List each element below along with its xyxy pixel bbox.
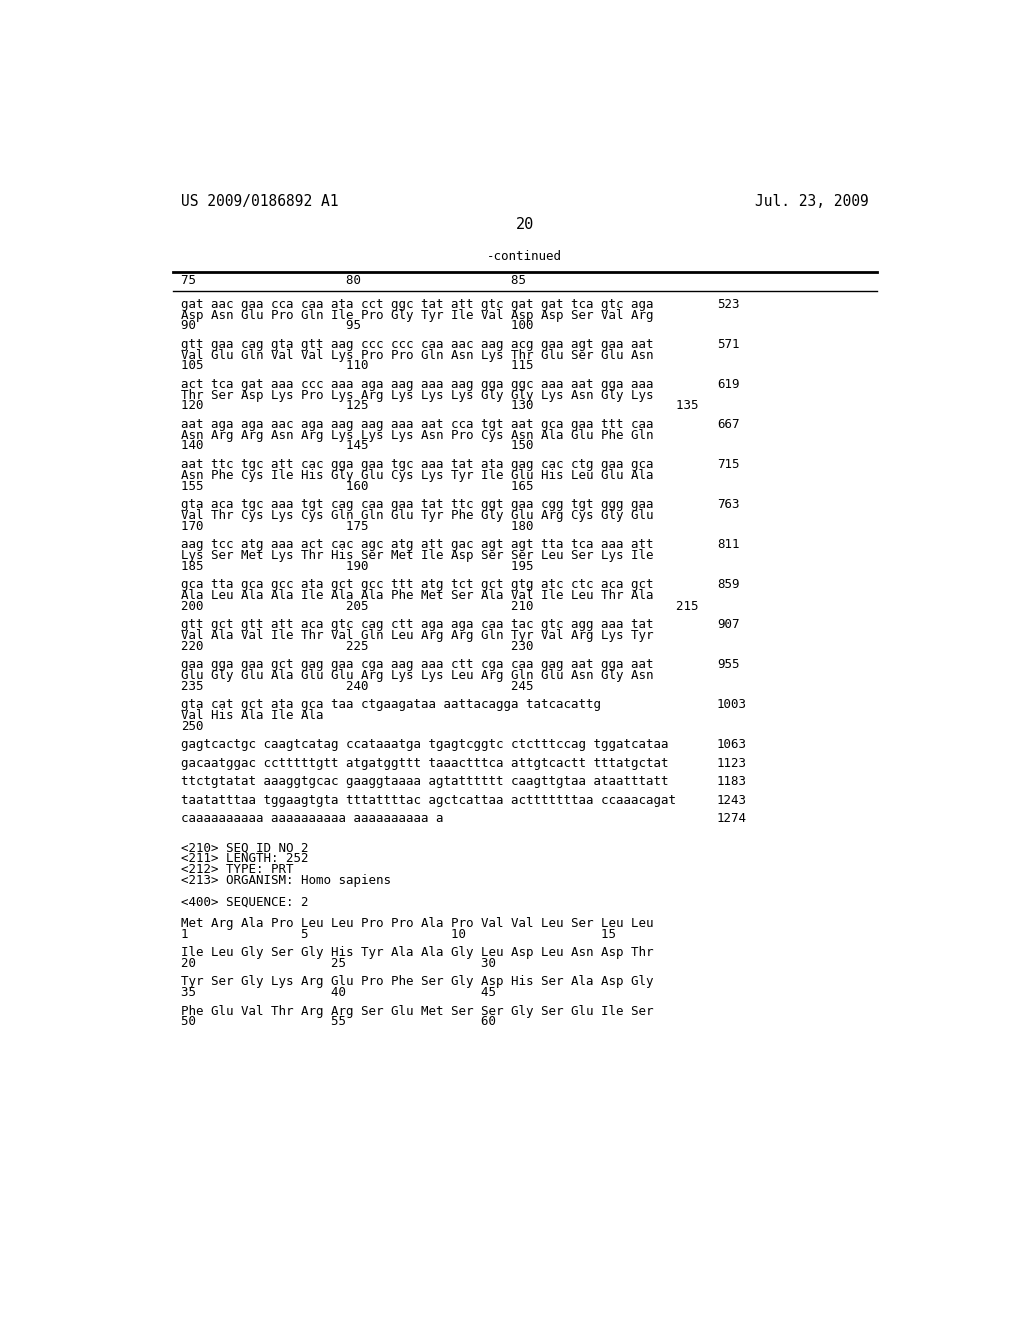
Text: 250: 250 [180, 719, 203, 733]
Text: <400> SEQUENCE: 2: <400> SEQUENCE: 2 [180, 895, 308, 908]
Text: <212> TYPE: PRT: <212> TYPE: PRT [180, 863, 293, 876]
Text: gat aac gaa cca caa ata cct ggc tat att gtc gat gat tca gtc aga: gat aac gaa cca caa ata cct ggc tat att … [180, 298, 653, 310]
Text: caaaaaaaaaa aaaaaaaaaa aaaaaaaaaa a: caaaaaaaaaa aaaaaaaaaa aaaaaaaaaa a [180, 812, 443, 825]
Text: Phe Glu Val Thr Arg Arg Ser Glu Met Ser Ser Gly Ser Glu Ile Ser: Phe Glu Val Thr Arg Arg Ser Glu Met Ser … [180, 1005, 653, 1018]
Text: <211> LENGTH: 252: <211> LENGTH: 252 [180, 853, 308, 865]
Text: -continued: -continued [487, 249, 562, 263]
Text: Jul. 23, 2009: Jul. 23, 2009 [755, 194, 869, 209]
Text: 811: 811 [717, 539, 739, 550]
Text: <210> SEQ ID NO 2: <210> SEQ ID NO 2 [180, 841, 308, 854]
Text: 1274: 1274 [717, 812, 746, 825]
Text: Val His Ala Ile Ala: Val His Ala Ile Ala [180, 709, 324, 722]
Text: Val Ala Val Ile Thr Val Gln Leu Arg Arg Gln Tyr Val Arg Lys Tyr: Val Ala Val Ile Thr Val Gln Leu Arg Arg … [180, 628, 653, 642]
Text: 220                   225                   230: 220 225 230 [180, 640, 534, 652]
Text: taatatttaa tggaagtgta tttattttac agctcattaa actttttttaa ccaaacagat: taatatttaa tggaagtgta tttattttac agctcat… [180, 793, 676, 807]
Text: Ile Leu Gly Ser Gly His Tyr Ala Ala Gly Leu Asp Leu Asn Asp Thr: Ile Leu Gly Ser Gly His Tyr Ala Ala Gly … [180, 946, 653, 960]
Text: 1003: 1003 [717, 698, 746, 711]
Text: 571: 571 [717, 338, 739, 351]
Text: 907: 907 [717, 618, 739, 631]
Text: <213> ORGANISM: Homo sapiens: <213> ORGANISM: Homo sapiens [180, 874, 391, 887]
Text: 20: 20 [516, 218, 534, 232]
Text: Met Arg Ala Pro Leu Leu Pro Pro Ala Pro Val Val Leu Ser Leu Leu: Met Arg Ala Pro Leu Leu Pro Pro Ala Pro … [180, 917, 653, 929]
Text: Ala Leu Ala Ala Ile Ala Ala Phe Met Ser Ala Val Ile Leu Thr Ala: Ala Leu Ala Ala Ile Ala Ala Phe Met Ser … [180, 589, 653, 602]
Text: 1243: 1243 [717, 793, 746, 807]
Text: aag tcc atg aaa act cac agc atg att gac agt agt tta tca aaa att: aag tcc atg aaa act cac agc atg att gac … [180, 539, 653, 550]
Text: Val Glu Gln Val Val Lys Pro Pro Gln Asn Lys Thr Glu Ser Glu Asn: Val Glu Gln Val Val Lys Pro Pro Gln Asn … [180, 348, 653, 362]
Text: act tca gat aaa ccc aaa aga aag aaa aag gga ggc aaa aat gga aaa: act tca gat aaa ccc aaa aga aag aaa aag … [180, 378, 653, 391]
Text: gacaatggac cctttttgtt atgatggttt taaactttca attgtcactt tttatgctat: gacaatggac cctttttgtt atgatggttt taaactt… [180, 756, 669, 770]
Text: aat aga aga aac aga aag aag aaa aat cca tgt aat gca gaa ttt caa: aat aga aga aac aga aag aag aaa aat cca … [180, 418, 653, 430]
Text: 170                   175                   180: 170 175 180 [180, 520, 534, 532]
Text: 523: 523 [717, 298, 739, 310]
Text: 185                   190                   195: 185 190 195 [180, 560, 534, 573]
Text: gaa gga gaa gct gag gaa cga aag aaa ctt cga caa gag aat gga aat: gaa gga gaa gct gag gaa cga aag aaa ctt … [180, 659, 653, 671]
Text: 140                   145                   150: 140 145 150 [180, 440, 534, 453]
Text: Val Thr Cys Lys Cys Gln Gln Glu Tyr Phe Gly Glu Arg Cys Gly Glu: Val Thr Cys Lys Cys Gln Gln Glu Tyr Phe … [180, 508, 653, 521]
Text: gca tta gca gcc ata gct gcc ttt atg tct gct gtg atc ctc aca gct: gca tta gca gcc ata gct gcc ttt atg tct … [180, 578, 653, 591]
Text: ttctgtatat aaaggtgcac gaaggtaaaa agtatttttt caagttgtaa ataatttatt: ttctgtatat aaaggtgcac gaaggtaaaa agtattt… [180, 775, 669, 788]
Text: Asn Phe Cys Ile His Gly Glu Cys Lys Tyr Ile Glu His Leu Glu Ala: Asn Phe Cys Ile His Gly Glu Cys Lys Tyr … [180, 469, 653, 482]
Text: 667: 667 [717, 418, 739, 430]
Text: gtt gaa cag gta gtt aag ccc ccc caa aac aag acg gaa agt gaa aat: gtt gaa cag gta gtt aag ccc ccc caa aac … [180, 338, 653, 351]
Text: 20                  25                  30: 20 25 30 [180, 957, 496, 970]
Text: 1063: 1063 [717, 738, 746, 751]
Text: 50                  55                  60: 50 55 60 [180, 1015, 496, 1028]
Text: 200                   205                   210                   215: 200 205 210 215 [180, 599, 698, 612]
Text: 1183: 1183 [717, 775, 746, 788]
Text: gta cat gct ata gca taa ctgaagataa aattacagga tatcacattg: gta cat gct ata gca taa ctgaagataa aatta… [180, 698, 601, 711]
Text: 90                    95                    100: 90 95 100 [180, 319, 534, 333]
Text: Thr Ser Asp Lys Pro Lys Arg Lys Lys Lys Gly Gly Lys Asn Gly Lys: Thr Ser Asp Lys Pro Lys Arg Lys Lys Lys … [180, 388, 653, 401]
Text: Tyr Ser Gly Lys Arg Glu Pro Phe Ser Gly Asp His Ser Ala Asp Gly: Tyr Ser Gly Lys Arg Glu Pro Phe Ser Gly … [180, 975, 653, 989]
Text: 75                    80                    85: 75 80 85 [180, 275, 525, 286]
Text: 715: 715 [717, 458, 739, 471]
Text: 120                   125                   130                   135: 120 125 130 135 [180, 400, 698, 412]
Text: gtt gct gtt att aca gtc cag ctt aga aga caa tac gtc agg aaa tat: gtt gct gtt att aca gtc cag ctt aga aga … [180, 618, 653, 631]
Text: Lys Ser Met Lys Thr His Ser Met Ile Asp Ser Ser Leu Ser Lys Ile: Lys Ser Met Lys Thr His Ser Met Ile Asp … [180, 549, 653, 562]
Text: 105                   110                   115: 105 110 115 [180, 359, 534, 372]
Text: 763: 763 [717, 498, 739, 511]
Text: gta aca tgc aaa tgt cag caa gaa tat ttc ggt gaa cgg tgt ggg gaa: gta aca tgc aaa tgt cag caa gaa tat ttc … [180, 498, 653, 511]
Text: 955: 955 [717, 659, 739, 671]
Text: Asn Arg Arg Asn Arg Lys Lys Lys Asn Pro Cys Asn Ala Glu Phe Gln: Asn Arg Arg Asn Arg Lys Lys Lys Asn Pro … [180, 429, 653, 442]
Text: 619: 619 [717, 378, 739, 391]
Text: 1123: 1123 [717, 756, 746, 770]
Text: US 2009/0186892 A1: US 2009/0186892 A1 [180, 194, 338, 209]
Text: Asp Asn Glu Pro Gln Ile Pro Gly Tyr Ile Val Asp Asp Ser Val Arg: Asp Asn Glu Pro Gln Ile Pro Gly Tyr Ile … [180, 309, 653, 322]
Text: 35                  40                  45: 35 40 45 [180, 986, 496, 999]
Text: aat ttc tgc att cac gga gaa tgc aaa tat ata gag cac ctg gaa gca: aat ttc tgc att cac gga gaa tgc aaa tat … [180, 458, 653, 471]
Text: 859: 859 [717, 578, 739, 591]
Text: Glu Gly Glu Ala Glu Glu Arg Lys Lys Leu Arg Gln Glu Asn Gly Asn: Glu Gly Glu Ala Glu Glu Arg Lys Lys Leu … [180, 669, 653, 682]
Text: 1               5                   10                  15: 1 5 10 15 [180, 928, 615, 941]
Text: gagtcactgc caagtcatag ccataaatga tgagtcggtc ctctttccag tggatcataa: gagtcactgc caagtcatag ccataaatga tgagtcg… [180, 738, 669, 751]
Text: 235                   240                   245: 235 240 245 [180, 680, 534, 693]
Text: 155                   160                   165: 155 160 165 [180, 479, 534, 492]
